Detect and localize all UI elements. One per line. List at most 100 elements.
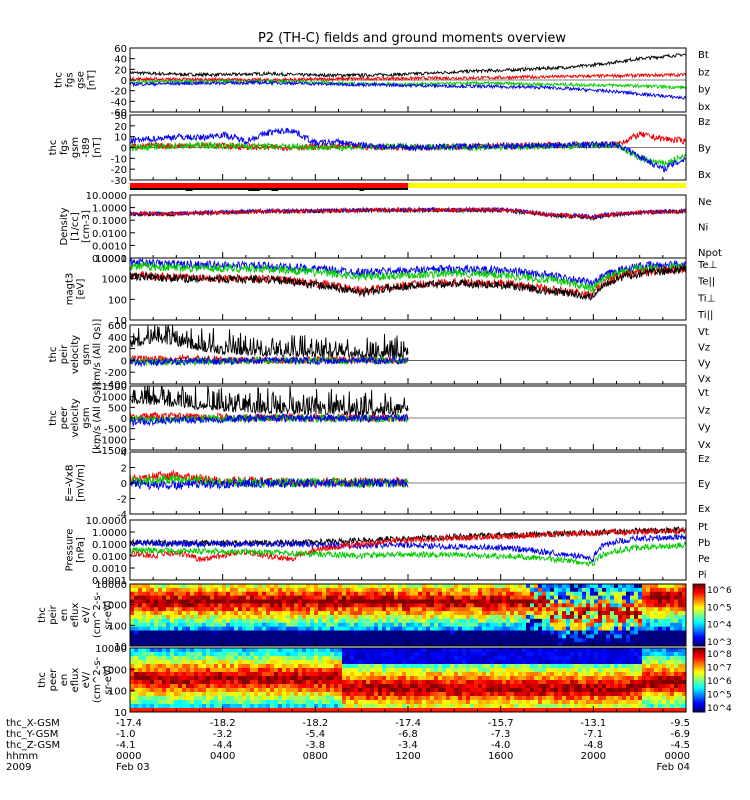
- spectrogram-cell: [174, 648, 179, 653]
- spectrogram-cell: [482, 607, 487, 612]
- spectrogram-cell: [454, 599, 459, 604]
- y-tick-label: -400: [104, 380, 127, 391]
- spectrogram-cell: [614, 660, 619, 665]
- spectrogram-cell: [382, 656, 387, 661]
- spectrogram-cell: [450, 584, 455, 589]
- spectrogram-cell: [194, 648, 199, 653]
- spectrogram-cell: [178, 630, 183, 635]
- spectrogram-cell: [566, 688, 571, 693]
- spectrogram-cell: [518, 708, 523, 713]
- spectrogram-cell: [174, 595, 179, 601]
- spectrogram-cell: [434, 607, 439, 612]
- spectrogram-cell: [370, 648, 375, 653]
- spectrogram-cell: [262, 584, 267, 589]
- spectrogram-cell: [474, 668, 479, 673]
- spectrogram-cell: [202, 638, 207, 643]
- spectrogram-cell: [334, 660, 339, 665]
- spectrogram-cell: [194, 591, 199, 597]
- spectrogram-cell: [162, 599, 167, 604]
- spectrogram-cell: [658, 638, 663, 643]
- spectrogram-cell: [522, 626, 527, 632]
- spectrogram-cell: [142, 595, 147, 601]
- spectrogram-cell: [458, 607, 463, 612]
- spectrogram-cell: [134, 630, 139, 635]
- spectrogram-cell: [518, 607, 523, 612]
- spectrogram-cell: [658, 603, 663, 608]
- spectrogram-cell: [130, 692, 135, 697]
- spectrogram-cell: [506, 587, 511, 593]
- spectrogram-cell: [558, 688, 563, 693]
- spectrogram-cell: [438, 680, 443, 685]
- spectrogram-cell: [442, 630, 447, 635]
- spectrogram-cell: [358, 660, 363, 665]
- spectrogram-cell: [534, 638, 539, 643]
- spectrogram-cell: [550, 611, 555, 616]
- spectrogram-cell: [330, 660, 335, 665]
- spectrogram-cell: [634, 676, 639, 681]
- spectrogram-cell: [230, 638, 235, 643]
- spectrogram-cell: [234, 587, 239, 593]
- spectrogram-cell: [222, 626, 227, 632]
- spectrogram-cell: [302, 642, 307, 647]
- spectrogram-cell: [382, 652, 387, 657]
- fgs-gse-ylabel: thcfgsgse[nT]: [54, 70, 98, 90]
- spectrogram-cell: [290, 660, 295, 665]
- spectrogram-cell: [606, 607, 611, 612]
- spectrogram-cell: [410, 696, 415, 701]
- spectrogram-cell: [602, 611, 607, 616]
- spectrogram-cell: [230, 708, 235, 713]
- spectrogram-cell: [414, 708, 419, 713]
- spectrogram-cell: [446, 626, 451, 632]
- spectrogram-cell: [534, 704, 539, 709]
- spectrogram-cell: [446, 603, 451, 608]
- spectrogram-cell: [438, 626, 443, 632]
- spectrogram-cell: [418, 642, 423, 647]
- spectrogram-cell: [662, 626, 667, 632]
- spectrogram-cell: [238, 692, 243, 697]
- spectrogram-cell: [246, 622, 251, 628]
- spectrogram-cell: [370, 676, 375, 681]
- spectrogram-cell: [570, 700, 575, 705]
- spectrogram-cell: [434, 603, 439, 608]
- spectrogram-cell: [314, 595, 319, 601]
- spectrogram-cell: [334, 700, 339, 705]
- spectrogram-cell: [526, 668, 531, 673]
- spectrogram-cell: [190, 615, 195, 620]
- spectrogram-cell: [366, 587, 371, 593]
- spectrogram-cell: [530, 591, 535, 597]
- spectrogram-cell: [638, 603, 643, 608]
- spectrogram-cell: [262, 618, 267, 624]
- spectrogram-cell: [434, 664, 439, 669]
- spectrogram-cell: [402, 622, 407, 628]
- spectrogram-cell: [166, 668, 171, 673]
- spectrogram-cell: [526, 656, 531, 661]
- spectrogram-cell: [190, 611, 195, 616]
- spectrogram-cell: [630, 615, 635, 620]
- spectrogram-cell: [558, 648, 563, 653]
- spectrogram-cell: [542, 642, 547, 647]
- spectrogram-cell: [186, 622, 191, 628]
- spectrogram-cell: [594, 595, 599, 601]
- spectrogram-cell: [678, 630, 683, 635]
- spectrogram-cell: [342, 607, 347, 612]
- spectrogram-cell: [654, 688, 659, 693]
- spectrogram-cell: [366, 622, 371, 628]
- spectrogram-cell: [198, 584, 203, 589]
- colorbar-swatch: [693, 707, 705, 711]
- spectrogram-cell: [450, 611, 455, 616]
- spectrogram-cell: [322, 652, 327, 657]
- spectrogram-cell: [130, 676, 135, 681]
- spectrogram-cell: [258, 688, 263, 693]
- spectrogram-cell: [490, 696, 495, 701]
- spectrogram-cell: [378, 611, 383, 616]
- spectrogram-cell: [442, 622, 447, 628]
- legend-entry: Ni: [698, 223, 708, 234]
- spectrogram-cell: [286, 668, 291, 673]
- spectrogram-cell: [402, 704, 407, 709]
- spectrogram-cell: [154, 591, 159, 597]
- spectrogram-cell: [398, 626, 403, 632]
- spectrogram-cell: [166, 704, 171, 709]
- spectrogram-cell: [442, 672, 447, 677]
- spectrogram-cell: [330, 642, 335, 647]
- spectrogram-cell: [434, 704, 439, 709]
